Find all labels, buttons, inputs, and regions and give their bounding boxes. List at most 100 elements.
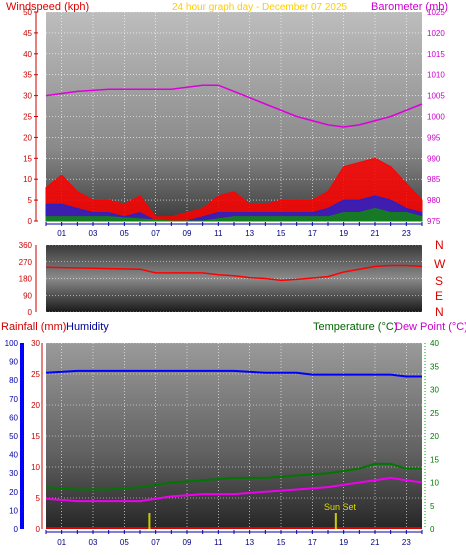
humidity-tick-label: 90 [9,358,18,367]
temp-tick-label: 25 [430,409,439,418]
x-tick-label: 09 [183,538,192,547]
x-tick-label: 07 [151,229,160,238]
direction-tick-label: 270 [19,258,33,267]
windspeed-axis-title: Windspeed (kph) [6,1,89,13]
baro-tick-label: 1025 [427,8,445,17]
x-tick-label: 19 [339,229,348,238]
x-tick-label: 03 [89,538,98,547]
rain-tick-label: 30 [31,339,40,348]
baro-tick-label: 985 [427,175,441,184]
compass-letter-w: W [434,257,446,271]
temp-tick-label: 0 [430,525,435,534]
humidity-tick-label: 30 [9,469,18,478]
compass-letter-n-bottom: N [435,305,444,319]
x-tick-label: 15 [277,229,286,238]
wind-gust-area [45,157,423,222]
barometer-axis-title: Barometer (mb) [371,1,448,13]
compass-letter-s: S [435,274,443,288]
humidity-line [45,369,422,378]
x-tick-label: 13 [245,538,254,547]
wind-direction-line [45,264,423,282]
baro-tick-label: 1015 [427,50,445,59]
baro-tick-label: 1005 [427,92,445,101]
rain-tick-label: 25 [31,370,40,379]
rain-tick-label: 15 [31,432,40,441]
wind-tick-label: 50 [23,8,32,17]
wind-speed-area [45,195,423,222]
temperature-line [45,462,422,491]
humidity-tick-label: 50 [9,432,18,441]
wind-tick-label: 45 [23,29,32,38]
compass-letter-n-top: N [435,238,444,252]
barometer-line [45,84,423,128]
wind-tick-label: 20 [23,133,32,142]
temp-tick-label: 10 [430,479,439,488]
rainfall-axis-title: Rainfall (mm) [1,321,66,333]
humidity-tick-label: 80 [9,376,18,385]
climate-grid [46,342,422,530]
temp-tick-label: 5 [430,502,435,511]
baro-tick-label: 975 [427,217,441,226]
humidity-tick-label: 0 [14,525,19,534]
x-tick-label: 23 [402,229,411,238]
temp-tick-label: 30 [430,386,439,395]
humidity-tick-label: 20 [9,488,18,497]
direction-tick-label: 90 [23,291,32,300]
sunset-label: Sun Set [324,502,357,512]
temp-tick-label: 35 [430,362,439,371]
baro-tick-label: 990 [427,154,441,163]
wind-series [45,84,423,222]
direction-tick-label: 360 [19,241,33,250]
baro-tick-label: 995 [427,133,441,142]
x-tick-label: 09 [183,229,192,238]
baro-tick-label: 1000 [427,113,445,122]
x-tick-label: 03 [89,229,98,238]
wind-average-area [45,207,423,222]
wind-tick-label: 35 [23,71,32,80]
humidity-tick-label: 100 [5,339,19,348]
temp-tick-label: 20 [430,432,439,441]
humidity-axis-title: Humidity [66,321,109,333]
temp-tick-label: 40 [430,339,439,348]
wind-tick-label: 0 [28,217,33,226]
climate-series [45,369,423,529]
baro-tick-label: 1010 [427,71,445,80]
x-tick-label: 05 [120,538,129,547]
wind-tick-label: 40 [23,50,32,59]
humidity-tick-label: 70 [9,395,18,404]
wind-tick-label: 15 [23,154,32,163]
baro-tick-label: 980 [427,196,441,205]
dewpoint-line [45,476,423,503]
x-tick-label: 21 [371,538,380,547]
humidity-tick-label: 10 [9,506,18,515]
wind-tick-label: 25 [23,113,32,122]
wind-tick-label: 30 [23,92,32,101]
x-tick-label: 15 [277,538,286,547]
rain-tick-label: 5 [36,494,41,503]
rain-tick-label: 20 [31,401,40,410]
temp-tick-label: 15 [430,455,439,464]
direction-series [45,264,423,282]
direction-tick-label: 0 [28,308,33,317]
compass-letter-e: E [435,289,443,303]
dewpoint-axis-title: Dew Point (°C) [395,321,466,333]
x-tick-label: 05 [120,229,129,238]
wind-tick-label: 10 [23,175,32,184]
x-tick-label: 13 [245,229,254,238]
rain-tick-label: 0 [36,525,41,534]
x-tick-label: 23 [402,538,411,547]
wind-tick-label: 5 [28,196,33,205]
x-tick-label: 11 [214,538,223,547]
direction-tick-label: 180 [19,275,33,284]
x-tick-label: 17 [308,538,317,547]
x-tick-label: 11 [214,229,223,238]
rain-tick-label: 10 [31,463,40,472]
x-tick-label: 07 [151,538,160,547]
baro-tick-label: 1020 [427,29,445,38]
x-tick-label: 19 [339,538,348,547]
humidity-tick-label: 40 [9,451,18,460]
chart-title: 24 hour graph day - December 07 2025 [172,2,348,13]
x-tick-label: 17 [308,229,317,238]
x-tick-label: 21 [371,229,380,238]
